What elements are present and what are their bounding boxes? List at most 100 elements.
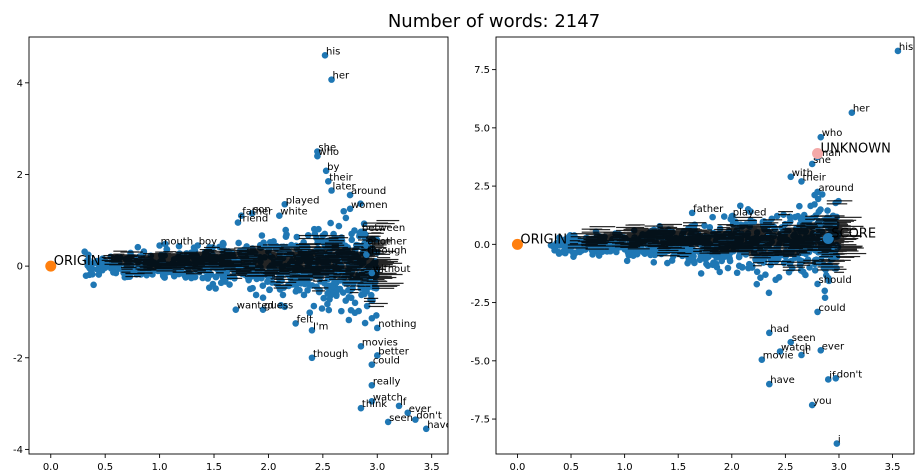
crowded-label-stroke bbox=[639, 235, 653, 237]
crowded-label-stroke bbox=[335, 267, 353, 269]
crowded-label-stroke bbox=[180, 255, 192, 258]
labeled-points: hishershewhobytheirlateraroundplayedsonf… bbox=[156, 46, 448, 433]
crowded-label-stroke bbox=[801, 232, 813, 234]
word-point bbox=[821, 294, 829, 302]
crowded-label-stroke bbox=[629, 244, 651, 246]
crowded-label-stroke bbox=[801, 225, 818, 227]
word-point bbox=[292, 288, 300, 295]
word-point bbox=[772, 276, 779, 284]
crowded-label-stroke bbox=[366, 240, 375, 242]
word-point bbox=[328, 76, 335, 83]
word-point bbox=[346, 191, 354, 199]
crowded-label-stroke bbox=[366, 267, 379, 269]
crowded-label-stroke bbox=[333, 265, 363, 267]
word-point bbox=[88, 260, 95, 268]
crowded-label-stroke bbox=[223, 265, 238, 267]
word-point bbox=[623, 257, 631, 265]
crowded-label-stroke bbox=[818, 245, 830, 248]
crowded-label-stroke bbox=[729, 242, 760, 245]
crowded-label-stroke bbox=[279, 270, 290, 273]
crowded-label-stroke bbox=[742, 231, 772, 233]
x-tick-label: 0.5 bbox=[563, 462, 579, 473]
crowded-label-stroke bbox=[164, 253, 183, 255]
crowded-label-stroke bbox=[317, 255, 331, 257]
crowded-label-stroke bbox=[290, 259, 302, 262]
crowded-label-stroke bbox=[313, 272, 338, 275]
word-point bbox=[361, 290, 368, 298]
word-point bbox=[613, 248, 620, 256]
crowded-label-stroke bbox=[120, 266, 137, 269]
crowded-label-stroke bbox=[736, 230, 769, 232]
crowded-label-stroke bbox=[752, 262, 764, 264]
crowded-label-stroke bbox=[308, 270, 331, 272]
word-point bbox=[798, 351, 805, 359]
word-label: white bbox=[280, 207, 307, 218]
word-point bbox=[753, 268, 761, 276]
crowded-label-stroke bbox=[581, 241, 607, 244]
figure-title: Number of words: 2147 bbox=[388, 11, 600, 32]
crowded-label-stroke bbox=[689, 244, 706, 246]
crowded-label-stroke bbox=[763, 219, 783, 221]
x-tick-label: 0.5 bbox=[97, 462, 113, 473]
crowded-label-stroke bbox=[834, 245, 863, 247]
crowded-label-stroke bbox=[335, 263, 352, 265]
crowded-label-stroke bbox=[280, 266, 295, 268]
word-point bbox=[817, 133, 825, 141]
word-label: between bbox=[362, 223, 405, 234]
crowded-label-stroke bbox=[229, 273, 248, 275]
crowded-label-stroke bbox=[279, 267, 293, 270]
crowded-label-stroke bbox=[750, 253, 761, 255]
crowded-label-stroke bbox=[748, 252, 773, 254]
crowded-label-stroke bbox=[817, 248, 832, 250]
crowded-label-stroke bbox=[298, 237, 325, 240]
crowded-label-stroke bbox=[263, 269, 292, 272]
crowded-label-stroke bbox=[342, 279, 369, 281]
crowded-label-stroke bbox=[754, 244, 770, 246]
crowded-label-stroke bbox=[244, 266, 276, 268]
crowded-label-stroke bbox=[198, 255, 209, 258]
crowded-label-stroke bbox=[183, 254, 205, 256]
word-point bbox=[422, 425, 430, 433]
word-point bbox=[758, 356, 766, 363]
crowded-label-stroke bbox=[299, 243, 321, 245]
crowded-label-stroke bbox=[358, 265, 379, 268]
crowded-label-stroke bbox=[791, 228, 804, 230]
word-label: think bbox=[362, 399, 387, 410]
x-tick-label: 0.0 bbox=[43, 462, 59, 473]
crowded-label-stroke bbox=[155, 254, 170, 256]
word-label: seen bbox=[389, 413, 413, 424]
crowded-label-stroke bbox=[834, 237, 859, 240]
crowded-label-stroke bbox=[803, 245, 812, 247]
crowded-label-stroke bbox=[257, 259, 273, 261]
crowded-label-stroke bbox=[831, 225, 864, 227]
crowded-label-stroke bbox=[295, 247, 314, 249]
crowded-label-stroke bbox=[363, 222, 389, 224]
crowded-label-stroke bbox=[647, 245, 669, 248]
x-axis: 0.0 0.5 1.0 1.5 2.0 2.5 3.0 3.5 bbox=[43, 454, 440, 473]
crowded-label-stroke bbox=[821, 263, 838, 265]
crowded-label-stroke bbox=[732, 251, 758, 253]
crowded-label-stroke bbox=[621, 234, 647, 237]
crowded-label-stroke bbox=[826, 203, 848, 205]
word-point bbox=[335, 222, 343, 230]
crowded-label-stroke bbox=[825, 244, 845, 246]
crowded-label-stroke bbox=[702, 250, 713, 252]
crowded-label-stroke bbox=[101, 259, 124, 261]
word-label: she bbox=[813, 155, 831, 166]
crowded-label-stroke bbox=[627, 245, 656, 247]
word-point bbox=[318, 305, 326, 312]
crowded-label-stroke bbox=[756, 223, 775, 225]
word-label: nothing bbox=[378, 319, 416, 330]
highlight-label: ORIGIN bbox=[520, 232, 567, 247]
x-tick-label: 2.5 bbox=[777, 462, 793, 473]
word-point bbox=[226, 281, 233, 288]
word-point bbox=[368, 398, 376, 405]
y-tick-label: 2 bbox=[17, 170, 23, 181]
crowded-label-stroke bbox=[315, 249, 334, 251]
crowded-label-stroke bbox=[821, 259, 845, 261]
crowded-label-stroke bbox=[307, 274, 330, 276]
crowded-label-stroke bbox=[120, 254, 139, 256]
word-point bbox=[833, 440, 841, 447]
crowded-label-stroke bbox=[280, 246, 303, 248]
crowded-label-stroke bbox=[243, 267, 261, 269]
